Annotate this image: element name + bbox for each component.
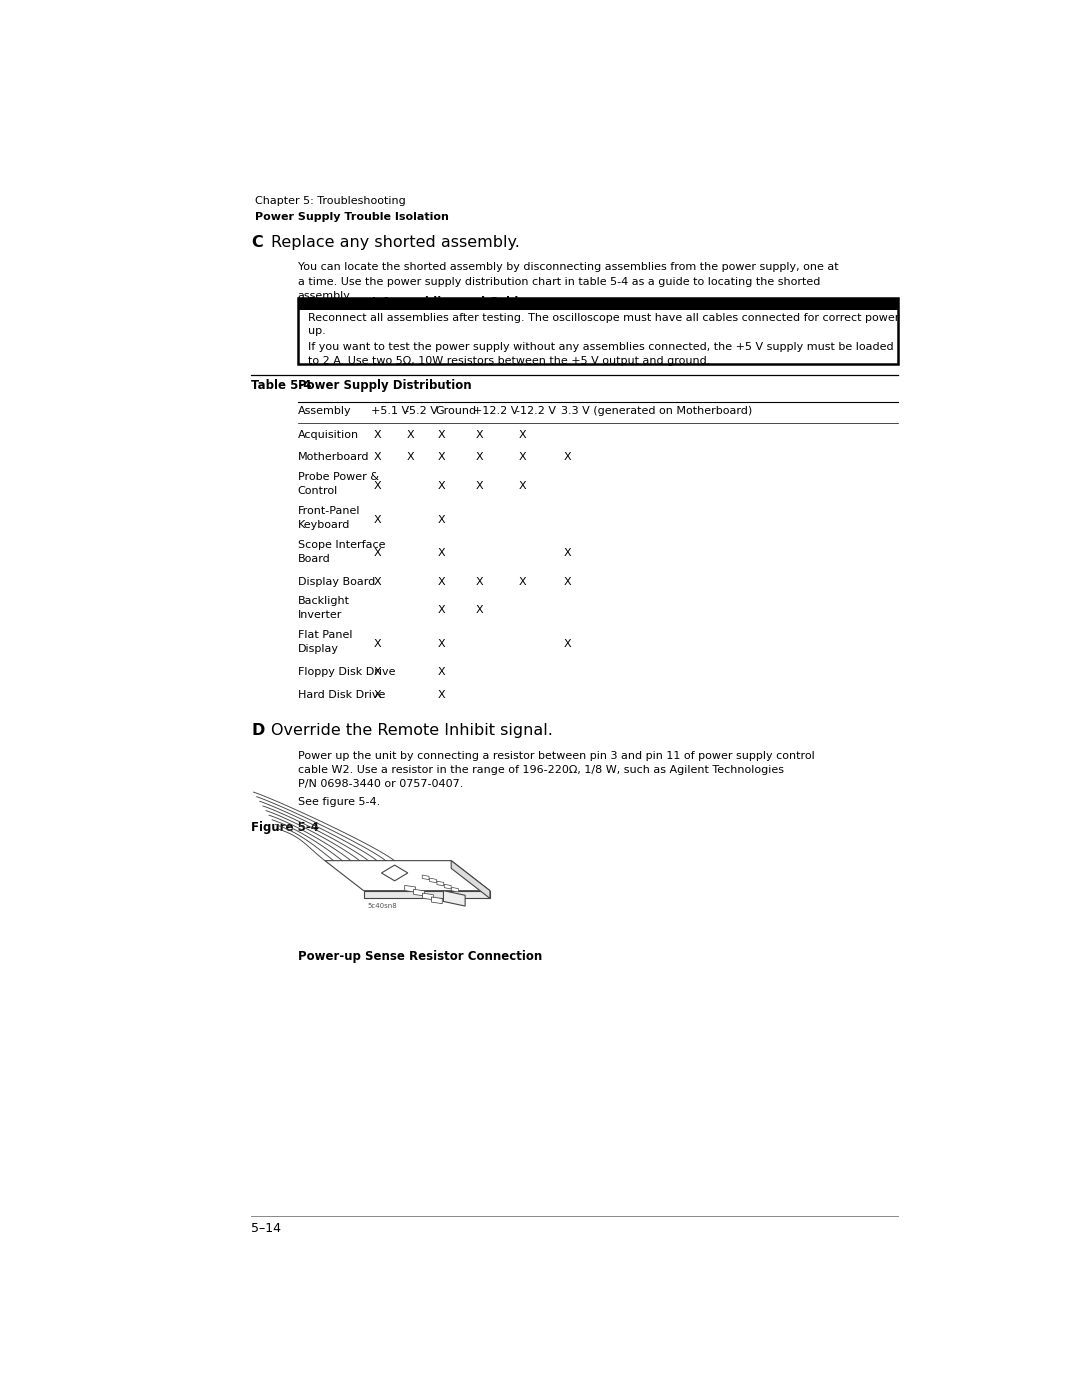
Text: Backlight: Backlight bbox=[298, 597, 350, 606]
Text: up.: up. bbox=[308, 327, 325, 337]
Text: D: D bbox=[252, 724, 265, 738]
Text: Reconnect all assemblies after testing. The oscilloscope must have all cables co: Reconnect all assemblies after testing. … bbox=[308, 313, 900, 323]
Text: Scope Interface: Scope Interface bbox=[298, 539, 386, 549]
Text: X: X bbox=[518, 577, 526, 587]
Text: -12.2 V: -12.2 V bbox=[516, 407, 556, 416]
Text: Power Supply Distribution: Power Supply Distribution bbox=[298, 380, 471, 393]
Text: X: X bbox=[374, 481, 381, 490]
Text: X: X bbox=[438, 605, 446, 615]
Polygon shape bbox=[414, 890, 424, 895]
Text: X: X bbox=[374, 453, 381, 462]
Text: X: X bbox=[438, 430, 446, 440]
Text: X: X bbox=[374, 690, 381, 700]
Text: Control: Control bbox=[298, 486, 338, 496]
Text: Table 5-4: Table 5-4 bbox=[252, 380, 312, 393]
Text: X: X bbox=[475, 453, 483, 462]
Polygon shape bbox=[431, 897, 443, 904]
Text: assembly.: assembly. bbox=[298, 291, 353, 300]
Bar bbox=[298, 298, 899, 310]
Text: X: X bbox=[564, 577, 571, 587]
Text: -5.2 V: -5.2 V bbox=[405, 407, 437, 416]
Text: X: X bbox=[518, 481, 526, 490]
Text: X: X bbox=[518, 453, 526, 462]
Text: X: X bbox=[438, 481, 446, 490]
Polygon shape bbox=[405, 886, 416, 893]
Text: X: X bbox=[438, 453, 446, 462]
Text: X: X bbox=[438, 690, 446, 700]
Text: X: X bbox=[374, 430, 381, 440]
Text: 3.3 V (generated on Motherboard): 3.3 V (generated on Motherboard) bbox=[562, 407, 753, 416]
Text: Flat Panel: Flat Panel bbox=[298, 630, 352, 640]
Text: X: X bbox=[475, 577, 483, 587]
Polygon shape bbox=[381, 865, 408, 882]
Text: +5.1 V: +5.1 V bbox=[372, 407, 409, 416]
Text: Power up the unit by connecting a resistor between pin 3 and pin 11 of power sup: Power up the unit by connecting a resist… bbox=[298, 752, 814, 761]
Polygon shape bbox=[437, 882, 444, 886]
Text: X: X bbox=[438, 638, 446, 648]
Text: X: X bbox=[438, 514, 446, 524]
Text: Floppy Disk Drive: Floppy Disk Drive bbox=[298, 668, 395, 678]
Text: Probe Power &: Probe Power & bbox=[298, 472, 379, 482]
Text: 5–14: 5–14 bbox=[252, 1222, 281, 1235]
Polygon shape bbox=[364, 891, 490, 898]
Text: X: X bbox=[564, 549, 571, 559]
Text: P/N 0698-3440 or 0757-0407.: P/N 0698-3440 or 0757-0407. bbox=[298, 780, 463, 789]
Polygon shape bbox=[422, 875, 429, 880]
Text: Motherboard: Motherboard bbox=[298, 453, 369, 462]
Text: X: X bbox=[475, 430, 483, 440]
Text: Override the Remote Inhibit signal.: Override the Remote Inhibit signal. bbox=[271, 724, 553, 738]
Text: X: X bbox=[475, 481, 483, 490]
Text: Reconnect Assemblies and Cables: Reconnect Assemblies and Cables bbox=[308, 296, 534, 309]
Text: X: X bbox=[374, 668, 381, 678]
Text: Keyboard: Keyboard bbox=[298, 520, 350, 529]
Text: Acquisition: Acquisition bbox=[298, 430, 359, 440]
Text: X: X bbox=[518, 430, 526, 440]
Text: X: X bbox=[407, 453, 415, 462]
Text: X: X bbox=[374, 577, 381, 587]
Text: X: X bbox=[438, 668, 446, 678]
Text: cable W2. Use a resistor in the range of 196-220Ω, 1/8 W, such as Agilent Techno: cable W2. Use a resistor in the range of… bbox=[298, 766, 784, 775]
Text: You can locate the shorted assembly by disconnecting assemblies from the power s: You can locate the shorted assembly by d… bbox=[298, 263, 838, 272]
Polygon shape bbox=[451, 887, 459, 893]
Text: X: X bbox=[475, 605, 483, 615]
Text: Display: Display bbox=[298, 644, 339, 654]
Text: X: X bbox=[564, 453, 571, 462]
Text: Front-Panel: Front-Panel bbox=[298, 506, 361, 515]
Text: See figure 5-4.: See figure 5-4. bbox=[298, 796, 380, 806]
Polygon shape bbox=[325, 861, 490, 891]
Text: Inverter: Inverter bbox=[298, 610, 342, 620]
Text: Hard Disk Drive: Hard Disk Drive bbox=[298, 690, 386, 700]
Bar bbox=[298, 298, 899, 365]
Text: X: X bbox=[438, 577, 446, 587]
Polygon shape bbox=[422, 893, 433, 900]
Text: Display Board: Display Board bbox=[298, 577, 375, 587]
Text: X: X bbox=[374, 514, 381, 524]
Text: X: X bbox=[374, 638, 381, 648]
Polygon shape bbox=[430, 879, 436, 883]
Text: Figure 5-4: Figure 5-4 bbox=[252, 821, 320, 834]
Text: C: C bbox=[252, 235, 264, 250]
Text: X: X bbox=[374, 549, 381, 559]
Text: X: X bbox=[438, 549, 446, 559]
Polygon shape bbox=[444, 884, 451, 888]
Text: Power Supply Trouble Isolation: Power Supply Trouble Isolation bbox=[255, 211, 449, 222]
Text: X: X bbox=[407, 430, 415, 440]
Text: Assembly: Assembly bbox=[298, 407, 351, 416]
Polygon shape bbox=[451, 861, 490, 898]
Text: Board: Board bbox=[298, 553, 330, 564]
Text: Ground: Ground bbox=[435, 407, 477, 416]
Text: Replace any shorted assembly.: Replace any shorted assembly. bbox=[271, 235, 519, 250]
Polygon shape bbox=[444, 891, 465, 907]
Text: +12.2 V: +12.2 V bbox=[473, 407, 518, 416]
Text: Power-up Sense Resistor Connection: Power-up Sense Resistor Connection bbox=[298, 950, 542, 963]
Text: to 2 A. Use two 5Ω, 10W resistors between the +5 V output and ground.: to 2 A. Use two 5Ω, 10W resistors betwee… bbox=[308, 355, 711, 366]
Text: X: X bbox=[564, 638, 571, 648]
Text: 5c40sn8: 5c40sn8 bbox=[367, 902, 397, 909]
Text: Chapter 5: Troubleshooting: Chapter 5: Troubleshooting bbox=[255, 196, 406, 207]
Text: If you want to test the power supply without any assemblies connected, the +5 V : If you want to test the power supply wit… bbox=[308, 342, 893, 352]
Text: a time. Use the power supply distribution chart in table 5-4 as a guide to locat: a time. Use the power supply distributio… bbox=[298, 277, 820, 286]
